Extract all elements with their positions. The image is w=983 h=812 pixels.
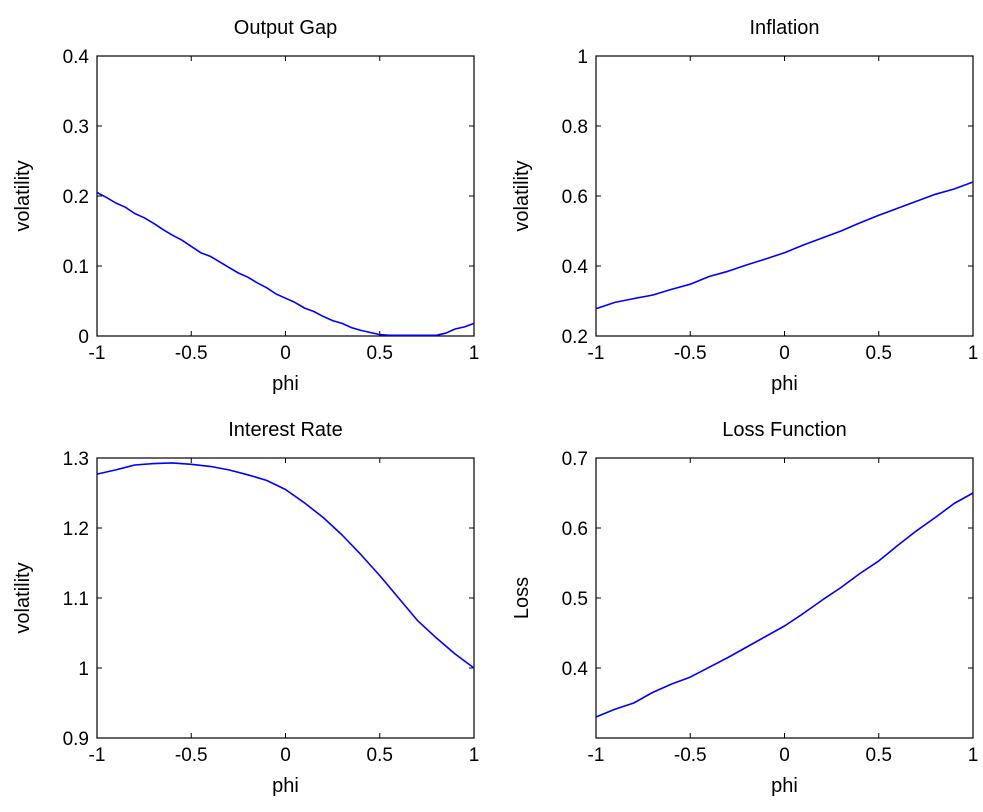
output-gap-ylabel: volatility: [12, 160, 34, 231]
inflation-chart: Inflation -1 -0.5 0 0.5 1 0.2 0.4 0.6 0.8 1 phi vola…: [511, 17, 978, 395]
inflation-xtick-label: 0: [779, 343, 790, 364]
output-gap-ytick-label: 0.1: [63, 257, 89, 278]
interest-rate-axes-box: [96, 457, 475, 739]
loss-function-xtick-label: 1: [968, 745, 979, 766]
output-gap-ytick-label: 0.3: [63, 117, 89, 138]
loss-function-xlabel: phi: [771, 775, 798, 797]
inflation-xtick-label: -1: [588, 343, 605, 364]
output-gap-axes-box: [96, 55, 475, 337]
interest-rate-xtick-label: 0.5: [367, 745, 393, 766]
interest-rate-ytick-label: 1.3: [63, 449, 89, 470]
interest-rate-xtick-label: 1: [469, 745, 480, 766]
loss-function-title: Loss Function: [722, 419, 847, 441]
interest-rate-ylabel: volatility: [12, 562, 34, 633]
inflation-ytick-label: 1: [577, 47, 588, 68]
output-gap-ytick-label: 0.2: [63, 187, 89, 208]
inflation-xtick-label: 0.5: [866, 343, 892, 364]
loss-function-xtick-label: -0.5: [674, 745, 707, 766]
loss-function-ytick-label: 0.7: [562, 449, 588, 470]
output-gap-xtick-label: -1: [89, 343, 106, 364]
loss-function-xtick-label: -1: [588, 745, 605, 766]
loss-function-axes-box: [595, 457, 974, 739]
inflation-ylabel: volatility: [511, 160, 533, 231]
interest-rate-xtick-label: -1: [89, 745, 106, 766]
interest-rate-series-line: [96, 462, 475, 669]
output-gap-title: Output Gap: [234, 17, 337, 39]
loss-function-xtick-label: 0.5: [866, 745, 892, 766]
interest-rate-title: Interest Rate: [228, 419, 343, 441]
output-gap-ytick-label: 0.4: [63, 47, 90, 68]
loss-function-xtick-label: 0: [779, 745, 790, 766]
interest-rate-chart: Interest Rate -1 -0.5 0 0.5 1 0.9 1 1.1 1.2 1.3 phi…: [12, 419, 479, 797]
inflation-xlabel: phi: [771, 373, 798, 395]
output-gap-xlabel: phi: [272, 373, 299, 395]
inflation-ytick-label: 0.8: [562, 117, 588, 138]
loss-function-ytick-label: 0.6: [562, 519, 588, 540]
output-gap-xtick-label: 0.5: [367, 343, 393, 364]
interest-rate-xlabel: phi: [272, 775, 299, 797]
inflation-axes-box: [595, 55, 974, 337]
output-gap-ytick-label: 0: [78, 327, 89, 348]
interest-rate-ytick-label: 0.9: [63, 729, 89, 750]
interest-rate-ytick-label: 1: [78, 659, 89, 680]
inflation-ytick-label: 0.2: [562, 327, 588, 348]
loss-function-ylabel: Loss: [511, 577, 533, 619]
inflation-xtick-label: 1: [968, 343, 979, 364]
output-gap-xtick-label: 0: [280, 343, 291, 364]
loss-function-series-line: [595, 492, 974, 718]
inflation-series-line: [595, 181, 974, 310]
loss-function-ytick-label: 0.4: [562, 659, 589, 680]
inflation-ytick-label: 0.4: [562, 257, 589, 278]
interest-rate-ytick-label: 1.1: [63, 589, 89, 610]
inflation-title: Inflation: [749, 17, 819, 39]
output-gap-xtick-label: 1: [469, 343, 480, 364]
output-gap-chart: Output Gap -1 -0.5 0 0.5 1 0 0.1 0.2 0.3 0.4 phi vol…: [12, 17, 479, 395]
loss-function-chart: Loss Function -1 -0.5 0 0.5 1 0.4 0.5 0.6 0.7 phi L…: [511, 419, 978, 797]
interest-rate-xtick-label: -0.5: [175, 745, 208, 766]
output-gap-xtick-label: -0.5: [175, 343, 208, 364]
inflation-xtick-label: -0.5: [674, 343, 707, 364]
output-gap-series-line: [96, 191, 475, 337]
interest-rate-xtick-label: 0: [280, 745, 291, 766]
inflation-ytick-label: 0.6: [562, 187, 588, 208]
interest-rate-ytick-label: 1.2: [63, 519, 89, 540]
loss-function-ytick-label: 0.5: [562, 589, 588, 610]
